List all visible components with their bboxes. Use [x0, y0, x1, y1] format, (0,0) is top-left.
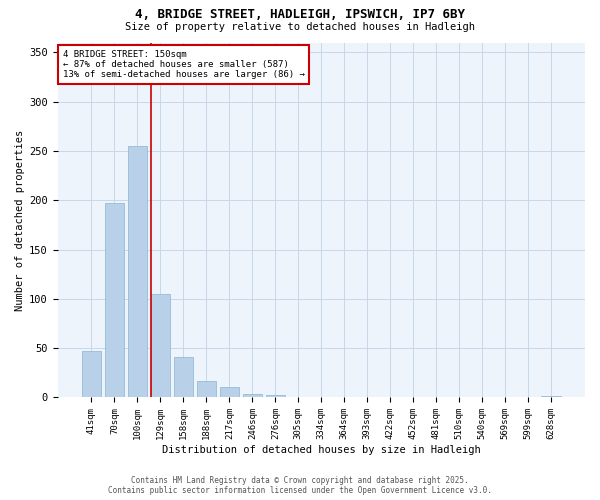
Bar	[82, 351, 101, 398]
Bar	[104, 203, 124, 398]
Text: Size of property relative to detached houses in Hadleigh: Size of property relative to detached ho…	[125, 22, 475, 32]
Y-axis label: Number of detached properties: Number of detached properties	[15, 130, 25, 310]
Text: Contains HM Land Registry data © Crown copyright and database right 2025.
Contai: Contains HM Land Registry data © Crown c…	[108, 476, 492, 495]
Bar	[266, 394, 285, 398]
Bar	[541, 396, 561, 398]
Bar	[242, 394, 262, 398]
Bar	[220, 386, 239, 398]
Bar	[128, 146, 147, 398]
Text: 4, BRIDGE STREET, HADLEIGH, IPSWICH, IP7 6BY: 4, BRIDGE STREET, HADLEIGH, IPSWICH, IP7…	[135, 8, 465, 20]
Bar	[173, 357, 193, 398]
Bar	[197, 380, 216, 398]
Bar	[151, 294, 170, 398]
Text: 4 BRIDGE STREET: 150sqm
← 87% of detached houses are smaller (587)
13% of semi-d: 4 BRIDGE STREET: 150sqm ← 87% of detache…	[63, 50, 305, 80]
X-axis label: Distribution of detached houses by size in Hadleigh: Distribution of detached houses by size …	[162, 445, 481, 455]
